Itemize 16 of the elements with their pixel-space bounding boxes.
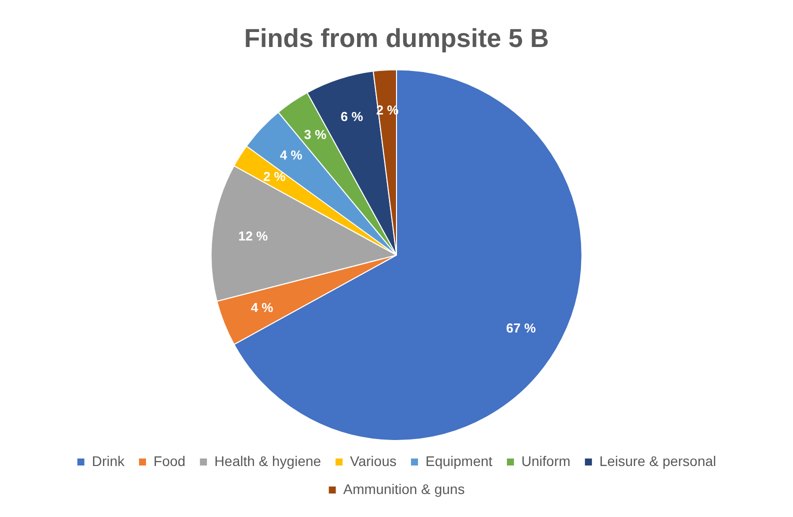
legend-label: Food: [154, 452, 186, 469]
legend-label: Uniform: [521, 452, 570, 469]
legend-label: Equipment: [425, 452, 493, 469]
data-label: 3 %: [304, 127, 327, 142]
legend-label: Health & hygiene: [214, 452, 322, 469]
data-label: 2 %: [263, 169, 286, 184]
data-label: 6 %: [340, 109, 364, 124]
legend-label: Ammunition & guns: [343, 480, 465, 497]
chart-title: Finds from dumpsite 5 B: [244, 22, 549, 53]
legend-label: Drink: [92, 452, 126, 469]
data-label: 12 %: [238, 228, 268, 244]
legend-label: Leisure & personal: [599, 452, 716, 469]
data-label: 4 %: [280, 148, 303, 163]
data-label: 4 %: [250, 300, 274, 315]
legend-label: Various: [350, 452, 396, 469]
data-label: 67 %: [506, 320, 536, 336]
